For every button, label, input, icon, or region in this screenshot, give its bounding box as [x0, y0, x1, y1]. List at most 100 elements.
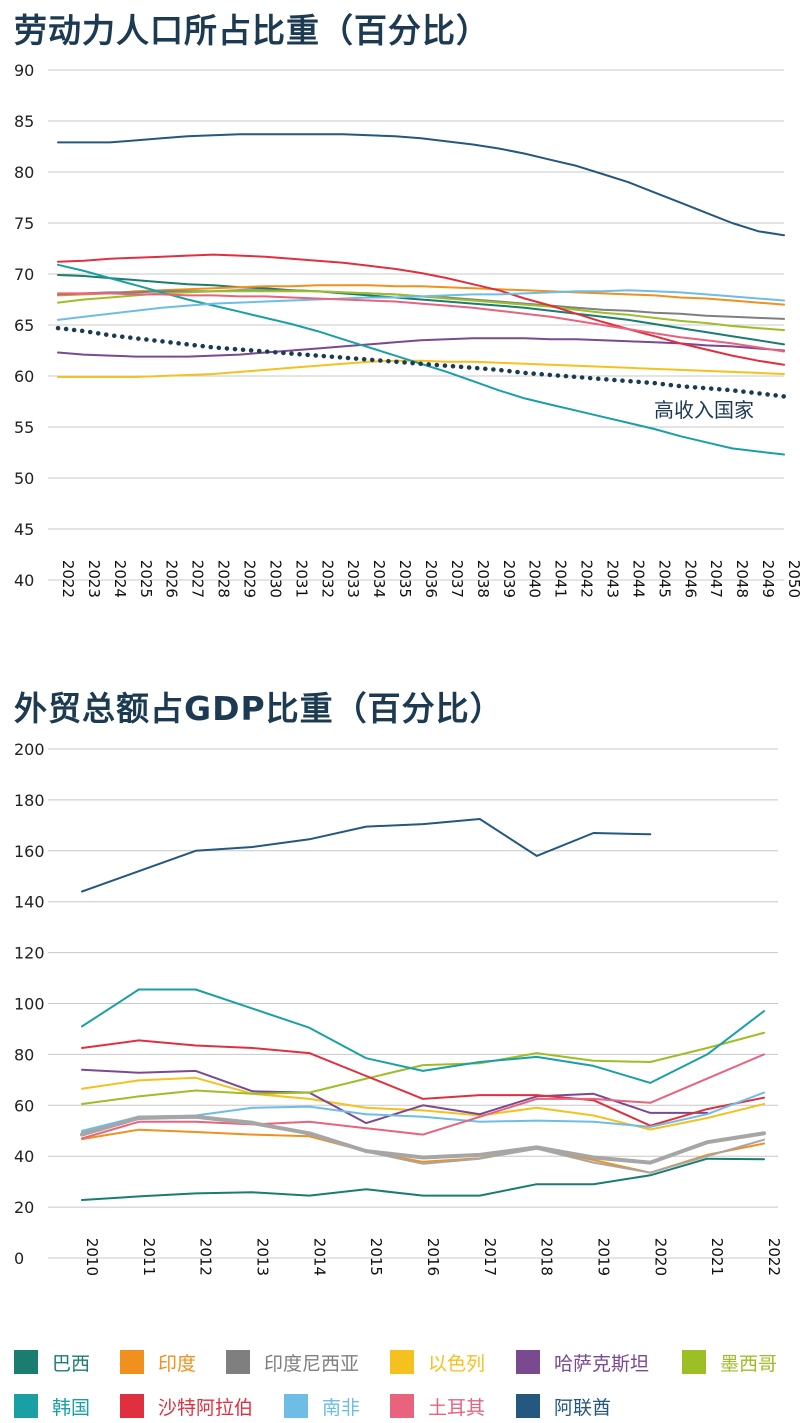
- y-tick-label: 85: [14, 112, 34, 131]
- x-tick-label: 2022: [765, 1238, 783, 1276]
- x-tick-label: 2013: [254, 1238, 272, 1276]
- legend-swatch: [516, 1394, 540, 1418]
- series-line: [57, 289, 785, 321]
- legend-swatch: [682, 1350, 706, 1374]
- x-tick-label: 2016: [424, 1238, 442, 1276]
- legend-label: 土耳其: [428, 1396, 486, 1419]
- legend-swatch: [390, 1350, 414, 1374]
- x-tick-label: 2011: [140, 1238, 158, 1276]
- y-tick-label: 160: [14, 842, 45, 861]
- trade-gdp-chart: 0 20 40 60 80 100 120 140 160 180 200 2010 2011 2012 2…: [14, 740, 783, 1276]
- x-tick-label: 2039: [500, 560, 518, 598]
- legend-label: 哈萨克斯坦: [554, 1352, 650, 1375]
- series-line: [55, 325, 787, 399]
- legend-label: 韩国: [52, 1396, 91, 1419]
- legend-item: 沙特阿拉伯: [120, 1390, 253, 1422]
- legend-swatch: [516, 1350, 540, 1374]
- x-tick-label: 2037: [448, 560, 466, 598]
- legend-item: 墨西哥: [682, 1346, 777, 1378]
- x-tick-label: 2042: [578, 560, 596, 598]
- annotation-label: 高收入国家: [654, 398, 754, 422]
- series-line: [81, 1076, 765, 1131]
- x-tick-label: 2043: [604, 560, 622, 598]
- legend-item: 阿联酋: [516, 1390, 611, 1422]
- legend-swatch: [120, 1394, 144, 1418]
- y-tick-label: 70: [14, 265, 34, 284]
- y-tick-label: 65: [14, 316, 34, 335]
- legend-swatch: [14, 1394, 38, 1418]
- series-line: [57, 284, 785, 306]
- series-line: [81, 1039, 765, 1127]
- legend-swatch: [284, 1394, 308, 1418]
- y-tick-label: 80: [14, 1045, 34, 1064]
- x-tick-label: 2019: [595, 1238, 613, 1276]
- x-tick-label: 2028: [215, 560, 233, 598]
- chart-title-labor-force: 劳动力人口所占比重（百分比）: [14, 11, 490, 50]
- legend-label: 墨西哥: [720, 1352, 778, 1375]
- x-tick-label: 2022: [59, 560, 77, 598]
- legend-swatch: [14, 1350, 38, 1374]
- x-tick-label: 2021: [708, 1238, 726, 1276]
- x-tick-label: 2018: [538, 1238, 556, 1276]
- series-line: [81, 1128, 765, 1174]
- x-tick-label: 2030: [266, 560, 284, 598]
- series-line: [80, 1114, 766, 1165]
- x-tick-label: 2031: [292, 560, 310, 598]
- series-line: [57, 133, 785, 237]
- series-line: [81, 1068, 709, 1125]
- x-tick-label: 2038: [474, 560, 492, 598]
- x-tick-label: 2026: [163, 560, 181, 598]
- legend-swatch: [390, 1394, 414, 1418]
- series-line: [57, 274, 785, 346]
- legend-swatch: [226, 1350, 250, 1374]
- x-tick-label: 2033: [344, 560, 362, 598]
- y-tick-label: 90: [14, 61, 34, 80]
- x-tick-label: 2027: [189, 560, 207, 598]
- legend-label: 以色列: [428, 1352, 486, 1375]
- legend-label: 沙特阿拉伯: [158, 1396, 254, 1419]
- x-tick-label: 2032: [318, 560, 336, 598]
- legend-item: 以色列: [390, 1346, 485, 1378]
- x-tick-label: 2029: [241, 560, 259, 598]
- y-tick-label: 20: [14, 1198, 34, 1217]
- x-tick-label: 2035: [396, 560, 414, 598]
- x-tick-label: 2012: [197, 1238, 215, 1276]
- y-tick-label: 80: [14, 163, 34, 182]
- x-tick-label: 2010: [83, 1238, 101, 1276]
- legend-item: 土耳其: [390, 1390, 485, 1422]
- legend-label: 阿联酋: [554, 1396, 612, 1419]
- legend-item: 哈萨克斯坦: [516, 1346, 649, 1378]
- series-line: [81, 1157, 765, 1201]
- series-line: [81, 988, 765, 1084]
- x-tick-label: 2036: [422, 560, 440, 598]
- x-tick-label: 2050: [785, 560, 800, 598]
- y-tick-label: 180: [14, 791, 45, 810]
- x-tick-label: 2017: [481, 1238, 499, 1276]
- x-tick-label: 2048: [733, 560, 751, 598]
- legend-label: 南非: [322, 1396, 361, 1419]
- x-tick-label: 2015: [367, 1238, 385, 1276]
- y-tick-label: 100: [14, 995, 45, 1014]
- series-line: [57, 292, 785, 353]
- y-tick-label: 200: [14, 740, 45, 759]
- series-line: [81, 1031, 765, 1105]
- legend-item: 韩国: [14, 1390, 90, 1422]
- x-tick-label: 2045: [655, 560, 673, 598]
- series-line: [57, 337, 785, 358]
- y-tick-label: 40: [14, 1147, 34, 1166]
- x-tick-label: 2024: [111, 560, 129, 598]
- legend-label: 印度尼西亚: [264, 1352, 360, 1375]
- x-tick-label: 2023: [85, 560, 103, 598]
- y-tick-label: 60: [14, 367, 34, 386]
- x-tick-label: 2049: [759, 560, 777, 598]
- y-tick-label: 120: [14, 944, 45, 963]
- y-tick-label: 140: [14, 893, 45, 912]
- y-tick-label: 55: [14, 418, 34, 437]
- x-tick-label: 2014: [310, 1238, 328, 1276]
- legend-item: 印度尼西亚: [226, 1346, 359, 1378]
- legend-item: 南非: [284, 1390, 360, 1422]
- legend-label: 巴西: [52, 1352, 91, 1375]
- x-tick-label: 2020: [651, 1238, 669, 1276]
- y-tick-label: 0: [14, 1249, 24, 1268]
- y-tick-label: 50: [14, 469, 34, 488]
